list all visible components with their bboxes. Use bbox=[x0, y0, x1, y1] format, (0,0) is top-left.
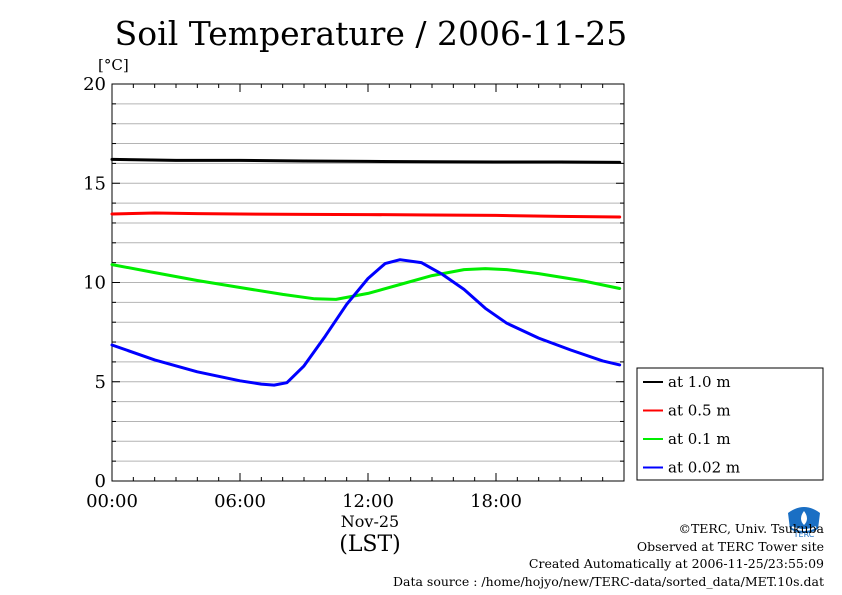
source-text: Data source : /home/hojyo/new/TERC-data/… bbox=[392, 573, 824, 589]
legend-label: at 0.02 m bbox=[668, 459, 740, 477]
series-line bbox=[110, 258, 622, 387]
credits-block: ©TERC, Univ. Tsukuba Observed at TERC To… bbox=[393, 520, 824, 590]
x-axis-date-label: Nov-25 bbox=[340, 512, 400, 531]
y-tick-label: 15 bbox=[83, 173, 106, 194]
chart-title: Soil Temperature / 2006-11-25 bbox=[114, 14, 628, 53]
x-tick-label: 00:00 bbox=[86, 491, 138, 512]
y-tick-label: 0 bbox=[95, 471, 106, 492]
y-axis-unit: [°C] bbox=[98, 56, 129, 74]
legend-label: at 0.5 m bbox=[668, 402, 731, 420]
series-line bbox=[110, 211, 622, 219]
y-tick-label: 20 bbox=[83, 74, 106, 95]
legend-label: at 0.1 m bbox=[668, 430, 731, 448]
observed-text: Observed at TERC Tower site bbox=[636, 538, 824, 554]
series-line bbox=[110, 157, 622, 164]
x-axis-label: (LST) bbox=[339, 532, 401, 557]
x-tick-label: 06:00 bbox=[214, 491, 266, 512]
legend-label: at 1.0 m bbox=[668, 373, 731, 391]
legend-box bbox=[636, 367, 824, 481]
svg-text:TERC: TERC bbox=[793, 530, 815, 539]
created-text: Created Automatically at 2006-11-25/23:5… bbox=[528, 556, 824, 571]
x-tick-label: 18:00 bbox=[470, 491, 522, 512]
copyright-text: ©TERC, Univ. Tsukuba bbox=[678, 521, 824, 536]
y-tick-label: 5 bbox=[95, 372, 106, 393]
terc-logo-icon: TERC bbox=[784, 503, 824, 539]
x-tick-label: 12:00 bbox=[342, 491, 394, 512]
series-line bbox=[110, 263, 622, 301]
y-tick-label: 10 bbox=[83, 273, 106, 294]
